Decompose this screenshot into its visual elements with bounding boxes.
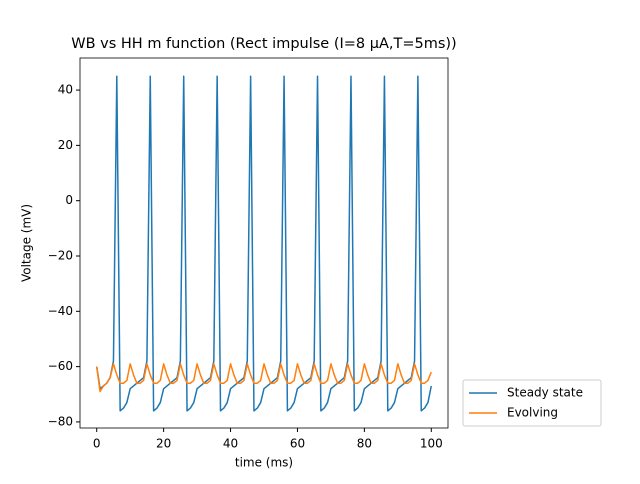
y-tick-label: 40	[58, 83, 73, 97]
line-series	[95, 75, 433, 412]
x-tick-label: 80	[357, 437, 372, 451]
y-axis-label: Voltage (mV)	[20, 204, 34, 282]
y-tick-label: −20	[48, 248, 73, 262]
line-series	[95, 363, 432, 393]
legend-box	[462, 379, 602, 427]
x-tick-label: 20	[156, 437, 171, 451]
y-tick-label: −40	[48, 304, 73, 318]
y-tick-label: −80	[48, 414, 73, 428]
x-tick-label: 40	[223, 437, 238, 451]
y-tick-label: −60	[48, 359, 73, 373]
axes-frame	[79, 57, 449, 429]
chart-title: WB vs HH m function (Rect impulse (I=8 µ…	[71, 36, 456, 52]
x-tick-label: 0	[93, 437, 101, 451]
legend-label: Evolving	[507, 406, 558, 420]
legend-label: Steady state	[507, 386, 583, 400]
y-tick-label: 0	[65, 193, 73, 207]
x-tick-label: 100	[420, 437, 443, 451]
x-axis-label: time (ms)	[235, 456, 293, 470]
y-tick-label: 20	[58, 138, 73, 152]
x-tick-label: 60	[290, 437, 305, 451]
